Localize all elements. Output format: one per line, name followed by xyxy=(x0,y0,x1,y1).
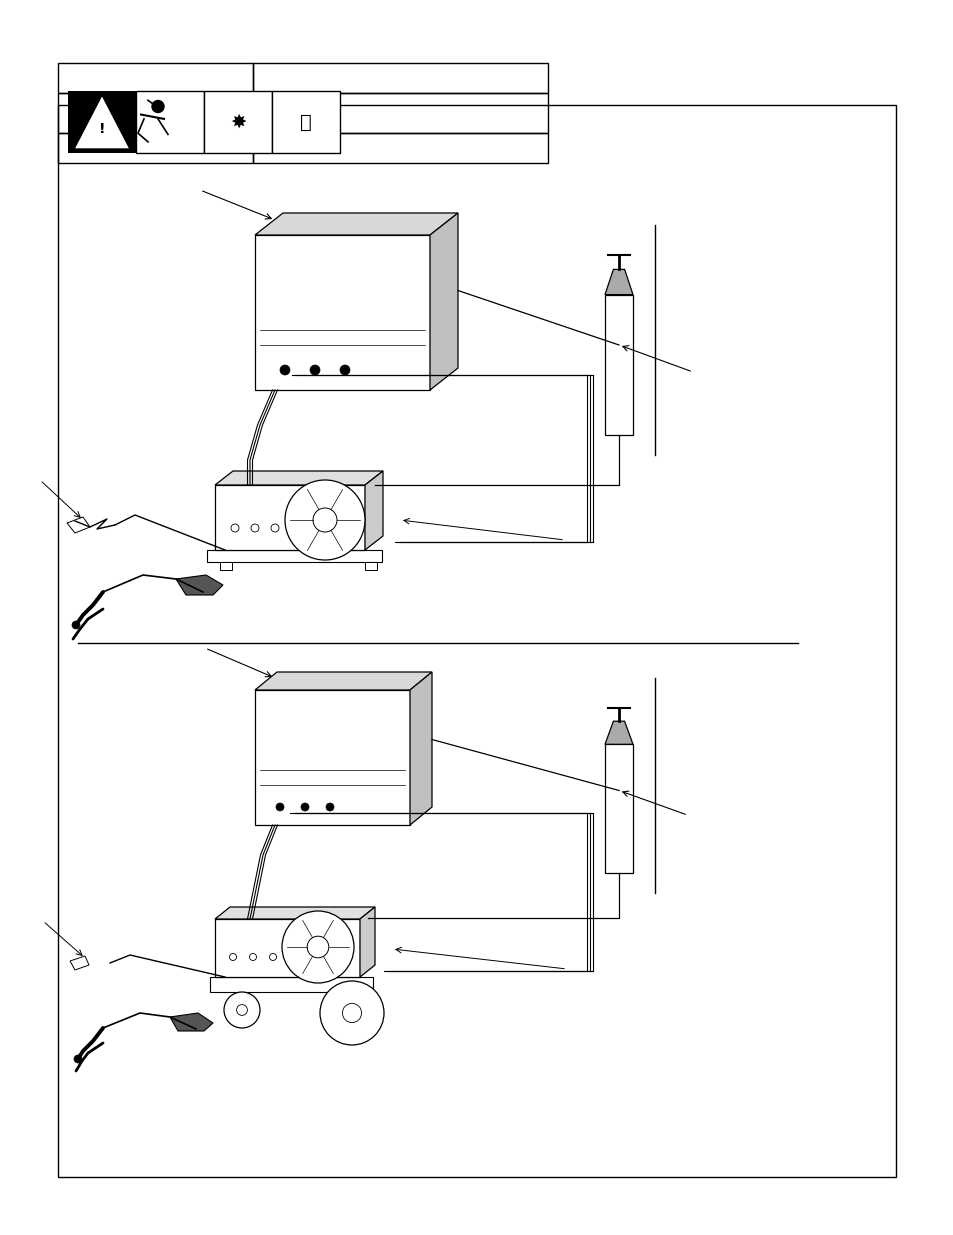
Polygon shape xyxy=(70,956,89,969)
Polygon shape xyxy=(604,269,633,295)
Bar xyxy=(365,562,376,571)
Bar xyxy=(604,745,633,873)
Bar xyxy=(604,295,633,435)
Polygon shape xyxy=(214,471,382,485)
Circle shape xyxy=(224,992,260,1028)
Polygon shape xyxy=(74,95,130,149)
Bar xyxy=(58,133,253,163)
Bar xyxy=(220,562,232,571)
Bar xyxy=(210,977,373,992)
Circle shape xyxy=(319,981,384,1045)
Polygon shape xyxy=(214,919,359,977)
Polygon shape xyxy=(254,672,432,690)
Circle shape xyxy=(326,803,334,811)
Bar xyxy=(204,91,272,153)
Circle shape xyxy=(275,803,284,811)
Polygon shape xyxy=(175,576,223,595)
Bar xyxy=(207,550,381,562)
Bar xyxy=(253,133,547,163)
Polygon shape xyxy=(254,212,457,235)
Bar xyxy=(68,91,136,153)
Polygon shape xyxy=(254,235,430,390)
Polygon shape xyxy=(430,212,457,390)
Polygon shape xyxy=(254,690,410,825)
Bar xyxy=(253,93,547,133)
Bar xyxy=(335,722,345,732)
Bar xyxy=(345,273,356,284)
Circle shape xyxy=(282,911,354,983)
Circle shape xyxy=(310,366,319,375)
Bar xyxy=(253,63,547,93)
Text: ✸: ✸ xyxy=(230,112,246,131)
Polygon shape xyxy=(604,721,633,745)
Text: !: ! xyxy=(99,122,105,136)
Circle shape xyxy=(74,1055,82,1063)
Circle shape xyxy=(280,366,290,375)
Polygon shape xyxy=(214,485,365,550)
Circle shape xyxy=(71,621,80,629)
Polygon shape xyxy=(214,906,375,919)
Circle shape xyxy=(313,508,336,532)
Polygon shape xyxy=(410,672,432,825)
Bar xyxy=(272,91,339,153)
Circle shape xyxy=(152,100,164,112)
Polygon shape xyxy=(170,1013,213,1031)
Bar xyxy=(58,63,253,93)
Polygon shape xyxy=(365,471,382,550)
Bar xyxy=(58,93,253,133)
Bar xyxy=(58,105,895,1177)
Polygon shape xyxy=(67,517,90,534)
Circle shape xyxy=(301,803,309,811)
Bar xyxy=(136,91,204,153)
Circle shape xyxy=(307,936,329,958)
Polygon shape xyxy=(359,906,375,977)
Circle shape xyxy=(339,366,350,375)
Text: 🦮: 🦮 xyxy=(300,112,312,131)
Circle shape xyxy=(285,480,365,559)
